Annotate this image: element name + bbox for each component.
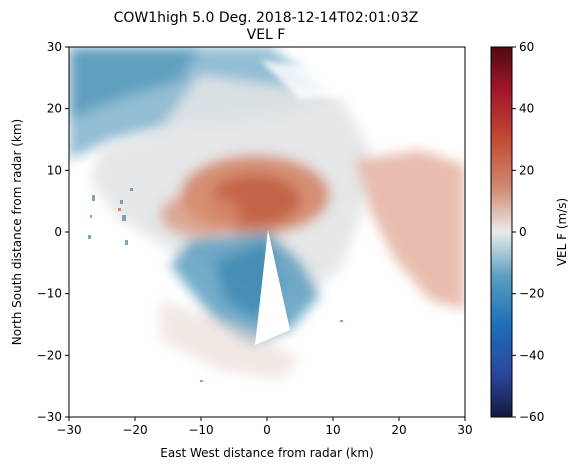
x-tick-label: −30 [56,423,81,437]
y-axis-label: North South distance from radar (km) [10,119,24,345]
colorbar-ticks: −60 −40 −20 0 20 40 60 [512,40,544,424]
x-tick-label: −10 [188,423,213,437]
x-axis-label: East West distance from radar (km) [160,446,373,460]
x-tick-label: 20 [391,423,406,437]
x-tick-label: 30 [457,423,472,437]
y-tick-label: −20 [37,348,62,362]
x-tick-label: 10 [325,423,340,437]
y-tick-label: 20 [47,102,62,116]
y-tick-label: −30 [37,410,62,424]
x-tick-label: 0 [263,423,271,437]
colorbar [491,47,512,417]
y-tick-label: 0 [54,225,62,239]
colorbar-label: VEL F (m/s) [555,198,569,266]
colorbar-tick-label: −40 [519,348,544,362]
colorbar-tick-label: 0 [519,225,527,239]
colorbar-tick-label: 20 [519,163,534,177]
colorbar-tick-label: 60 [519,40,534,54]
radar-velocity-field [69,47,465,382]
colorbar-tick-label: −20 [519,287,544,301]
x-tick-label: −20 [122,423,147,437]
chart-title: COW1high 5.0 Deg. 2018-12-14T02:01:03Z [114,10,419,26]
y-tick-label: 30 [47,40,62,54]
colorbar-tick-label: 40 [519,102,534,116]
y-tick-label: −10 [37,287,62,301]
x-axis-ticks: −30 −20 −10 0 10 20 30 [56,417,472,437]
y-axis-ticks: −30 −20 −10 0 10 20 30 [37,40,69,424]
chart-subtitle: VEL F [247,27,286,43]
y-tick-label: 10 [47,163,62,177]
colorbar-tick-label: −60 [519,410,544,424]
